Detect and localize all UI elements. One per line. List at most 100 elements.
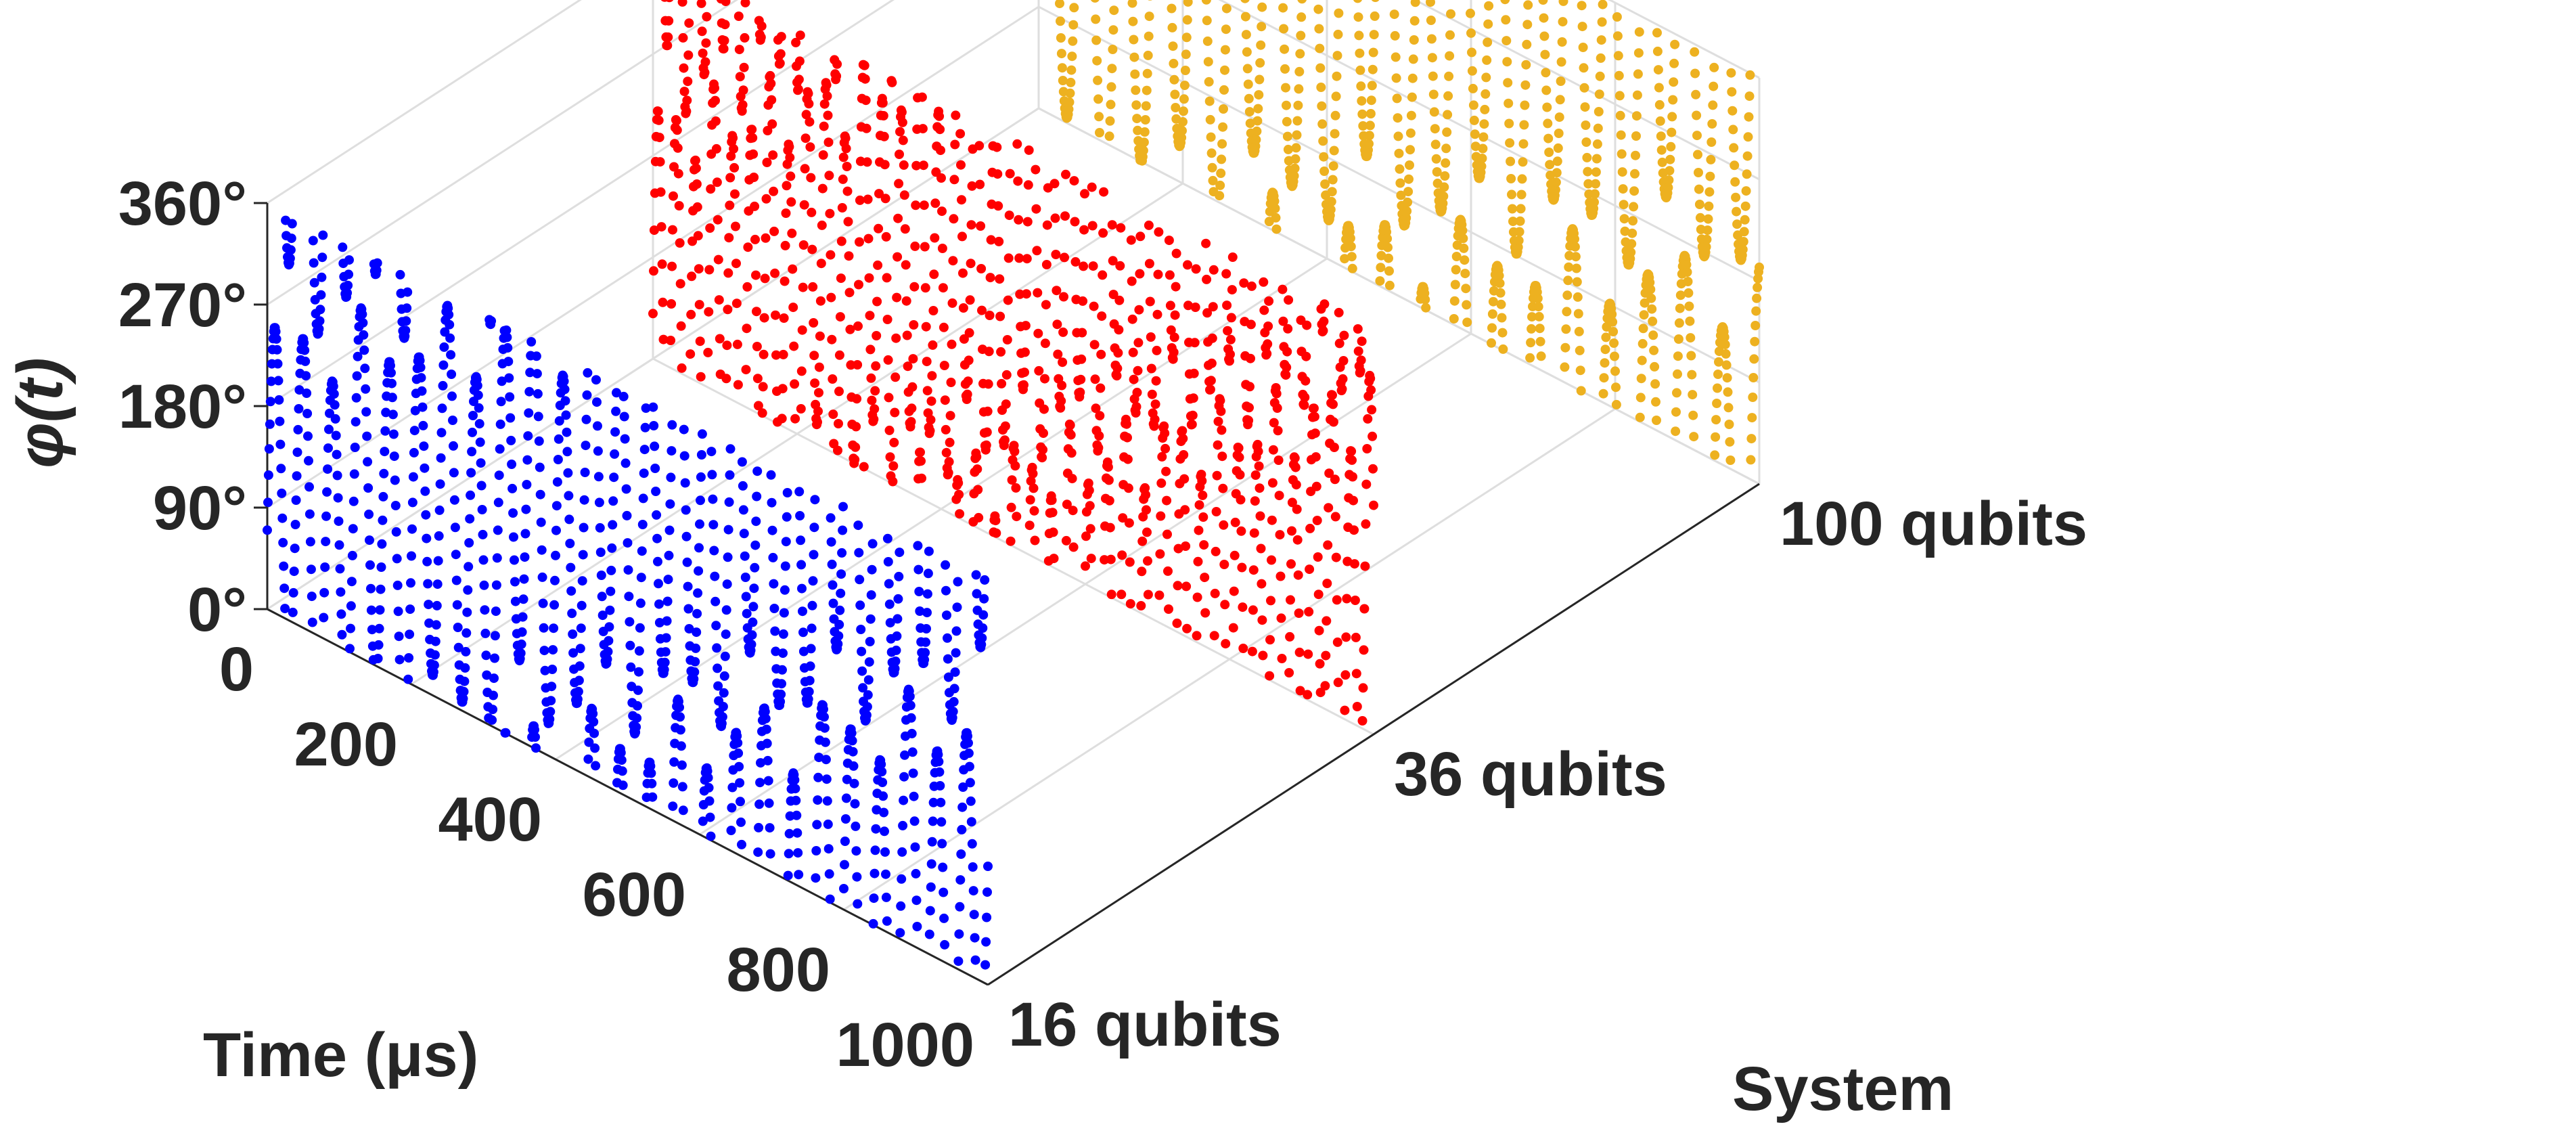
phase-point	[1482, 55, 1492, 65]
phase-point	[1169, 58, 1179, 68]
phase-point	[1207, 333, 1217, 343]
phase-point	[761, 194, 771, 204]
phase-point	[859, 60, 869, 70]
phase-point	[1738, 244, 1748, 254]
phase-point	[1291, 480, 1301, 490]
phase-point	[684, 624, 694, 633]
phase-point	[1356, 81, 1366, 91]
phase-point	[966, 796, 976, 806]
phase-point	[303, 431, 313, 441]
phase-point	[1444, 71, 1454, 81]
phase-point	[1108, 256, 1118, 266]
phase-point	[1742, 151, 1753, 161]
phase-point	[1599, 373, 1609, 383]
phase-point	[852, 394, 862, 404]
phase-point	[948, 256, 958, 266]
phase-point	[1349, 559, 1359, 569]
phase-point	[1000, 421, 1010, 431]
phase-point	[749, 173, 759, 182]
phase-point	[920, 648, 930, 658]
phase-point	[1013, 176, 1023, 186]
phase-point	[1290, 462, 1301, 472]
phase-point	[1281, 370, 1291, 380]
phase-point	[496, 397, 506, 407]
phase-point	[910, 241, 920, 251]
phase-point	[740, 573, 750, 582]
phase-point	[1147, 389, 1157, 399]
phase-point	[1151, 376, 1161, 386]
phase-point	[620, 434, 630, 444]
phase-point	[610, 449, 620, 459]
phase-point	[1064, 97, 1075, 107]
phase-point	[1315, 63, 1326, 73]
phase-point	[346, 577, 357, 587]
phase-point	[1633, 69, 1643, 79]
phase-point	[526, 337, 537, 347]
phase-point	[402, 303, 412, 313]
phase-point	[982, 912, 992, 922]
phase-point	[1536, 351, 1546, 361]
y-axis-label: System	[1732, 1054, 1953, 1123]
phase-point	[1242, 47, 1252, 57]
phase-point	[702, 12, 712, 22]
phase-point	[1557, 37, 1567, 47]
phase-point	[867, 564, 877, 575]
phase-point	[501, 325, 512, 335]
phase-point	[1029, 483, 1039, 493]
phase-point	[928, 306, 939, 315]
phase-point	[1023, 180, 1033, 190]
phase-point	[808, 576, 818, 586]
phase-point	[491, 606, 501, 617]
phase-point	[422, 556, 432, 566]
phase-point	[603, 646, 613, 656]
phase-point	[945, 411, 955, 421]
phase-point	[763, 776, 773, 786]
phase-point	[1148, 0, 1152, 1]
phase-point	[1286, 595, 1295, 605]
phase-point	[1107, 64, 1117, 74]
phase-point	[1541, 68, 1551, 78]
phase-point	[1506, 156, 1516, 166]
phase-point	[1581, 120, 1591, 130]
phase-point	[982, 406, 993, 416]
phase-point	[895, 548, 905, 558]
phase-point	[1295, 686, 1305, 696]
phase-point	[653, 106, 663, 116]
x-axis-label: Time (μs)	[203, 1021, 478, 1090]
phase-point	[966, 817, 976, 827]
phase-point	[862, 702, 872, 712]
phase-point	[865, 637, 875, 646]
phase-point	[606, 586, 616, 596]
phase-point	[315, 305, 325, 315]
phase-point	[1405, 128, 1416, 138]
phase-point	[490, 653, 499, 663]
phase-point	[1555, 95, 1565, 105]
phase-point	[1384, 280, 1395, 290]
phase-point	[633, 685, 643, 695]
phase-point	[363, 483, 374, 493]
phase-point	[1451, 252, 1462, 261]
phase-point	[1543, 133, 1554, 143]
phase-point	[597, 592, 607, 602]
phase-point	[1669, 58, 1679, 68]
phase-point	[1290, 154, 1301, 164]
phase-point	[896, 901, 906, 911]
phase-point	[1282, 116, 1292, 127]
system-tick-label: 36 qubits	[1394, 740, 1667, 809]
phase-point	[693, 231, 703, 241]
phase-point	[1313, 4, 1324, 14]
phase-point	[1178, 434, 1188, 443]
phase-point	[1010, 447, 1020, 456]
phase-point	[520, 529, 530, 539]
phase-point	[1025, 495, 1035, 505]
phase-point	[588, 709, 598, 719]
phase-point	[1104, 131, 1114, 141]
phase-point	[942, 610, 951, 620]
phase-point	[742, 282, 752, 292]
phase-point	[667, 261, 677, 271]
phase-point	[1721, 349, 1731, 359]
phase-point	[1738, 237, 1748, 246]
phase-point	[1329, 443, 1339, 452]
phase-point	[1332, 71, 1342, 81]
phase-point	[981, 440, 991, 450]
